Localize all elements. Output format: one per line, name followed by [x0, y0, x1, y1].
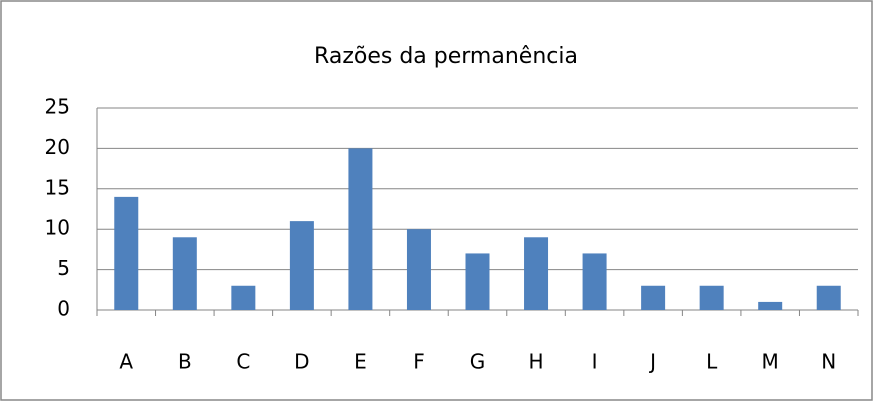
y-tick-label: 20 — [45, 135, 70, 159]
y-tick-label: 5 — [57, 256, 70, 280]
bar — [348, 148, 373, 310]
bar — [641, 285, 666, 310]
bar — [465, 253, 490, 310]
x-tick-label: M — [762, 350, 779, 374]
bar — [114, 196, 139, 310]
x-tick-label: N — [821, 350, 836, 374]
bar — [231, 285, 256, 310]
x-tick-label: I — [592, 350, 598, 374]
x-tick-label: D — [294, 350, 309, 374]
y-tick-label: 10 — [45, 216, 70, 240]
x-tick-label: C — [236, 350, 250, 374]
bar — [582, 253, 607, 310]
x-tick-label: L — [706, 350, 718, 374]
y-tick-label: 15 — [45, 175, 70, 199]
bar — [816, 285, 841, 310]
bar — [289, 221, 314, 310]
bar — [406, 229, 431, 310]
y-tick-label: 25 — [45, 95, 70, 119]
chart-title: Razões da permanência — [314, 44, 578, 69]
bar — [758, 301, 783, 310]
x-tick-label: B — [178, 350, 192, 374]
bar — [524, 237, 549, 310]
y-tick-label: 0 — [57, 297, 70, 321]
x-tick-label: J — [648, 350, 656, 374]
x-tick-label: A — [119, 350, 133, 374]
bar — [172, 237, 197, 310]
x-tick-label: H — [529, 350, 544, 374]
bar — [699, 285, 724, 310]
x-tick-label: G — [470, 350, 486, 374]
x-tick-label: F — [413, 350, 425, 374]
x-tick-label: E — [354, 350, 367, 374]
